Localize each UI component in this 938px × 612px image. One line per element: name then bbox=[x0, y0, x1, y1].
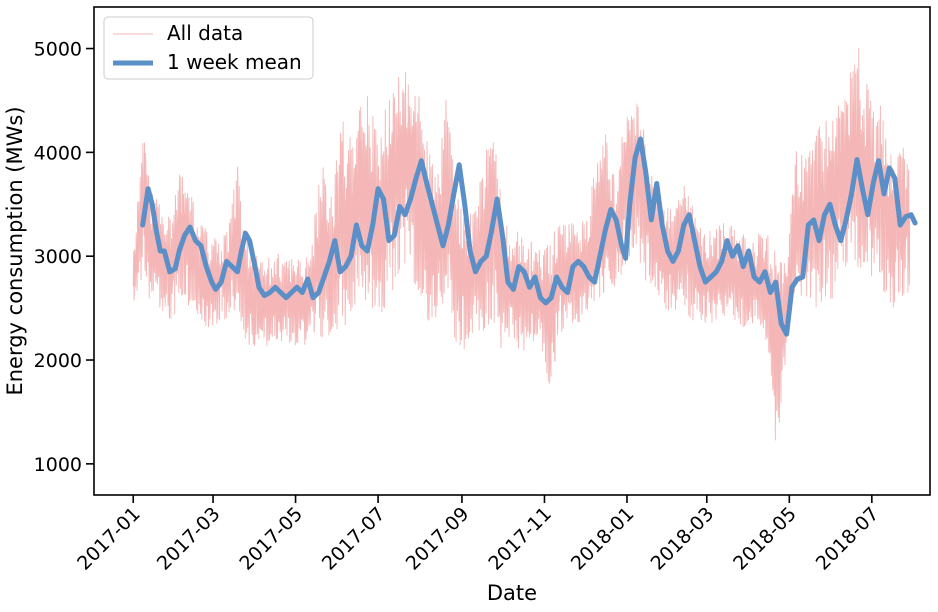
legend-label-weekly-mean: 1 week mean bbox=[167, 50, 302, 74]
series-line-weekly-mean bbox=[140, 136, 918, 337]
data-layer bbox=[132, 47, 918, 441]
y-tick-label: 2000 bbox=[34, 350, 82, 372]
series-line-all-data bbox=[132, 47, 911, 441]
x-axis-label: Date bbox=[487, 581, 537, 605]
y-tick-label: 3000 bbox=[34, 246, 82, 268]
y-tick-label: 4000 bbox=[34, 142, 82, 164]
legend-box bbox=[103, 16, 314, 80]
legend-label-all-data: All data bbox=[167, 21, 243, 45]
y-tick-label: 1000 bbox=[34, 454, 82, 476]
plot-frame bbox=[93, 6, 931, 496]
y-tick-label: 5000 bbox=[34, 39, 82, 61]
y-axis: 1000 2000 3000 4000 5000 bbox=[34, 39, 94, 476]
legend: All data 1 week mean bbox=[103, 16, 314, 80]
y-axis-label: Energy consumption (MWs) bbox=[3, 106, 27, 395]
